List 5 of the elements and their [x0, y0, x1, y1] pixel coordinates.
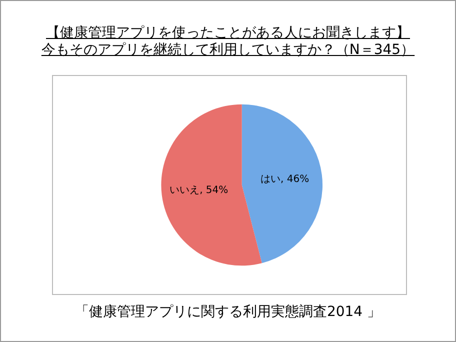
slice-label: いいえ, 54%	[170, 184, 228, 196]
text: 「健康管理アプリに関する利用実態調査2014 」	[74, 303, 382, 321]
chart-title: 【健康管理アプリを使ったことがある人にお聞きします】	[46, 25, 410, 41]
chart-subtitle: 今もそのアプリを継続して利用していますか？（N＝345）	[41, 42, 415, 58]
slice-label: はい, 46%	[260, 174, 310, 186]
